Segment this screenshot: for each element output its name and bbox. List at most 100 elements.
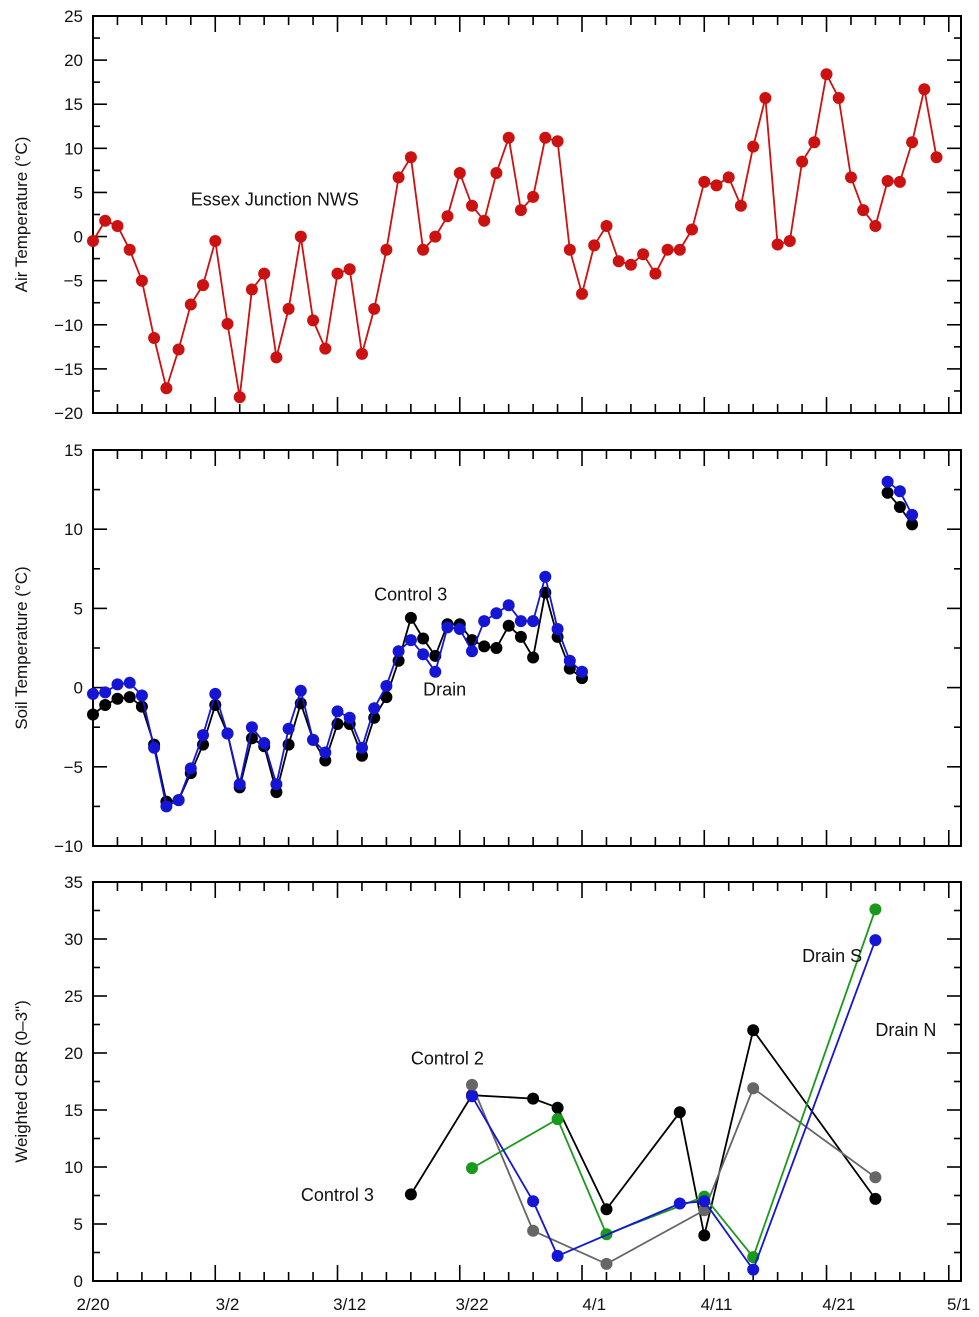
data-point [673,1197,686,1210]
y-tick-label: 25 [64,987,83,1006]
data-point [490,642,503,654]
data-point [563,654,576,667]
data-point [539,131,552,144]
data-point [270,778,283,791]
data-point [441,210,454,223]
panel-3: 0 5 10 15 20 25 30 35 2/20 3/2 3/12 3/22 4/1 4/11 4/21… [12,873,971,1314]
data-point [404,1188,417,1201]
data-point [87,687,99,700]
data-point [356,741,368,754]
data-point [148,741,161,754]
data-point [490,607,503,620]
data-point [649,267,662,280]
data-point [307,733,320,746]
data-point [245,732,258,745]
data-point [686,223,698,236]
x-tick-label: 4/1 [582,1295,606,1314]
data-point [747,1024,760,1037]
data-point [87,235,99,247]
data-point [184,298,197,311]
x-tick-label: 3/2 [216,1295,240,1314]
data-point [111,220,124,232]
x-tick-label: 3/12 [333,1295,366,1314]
data-point [172,343,185,356]
data-point [527,651,540,664]
data-point [869,1192,882,1205]
data-point [99,214,112,227]
data-point [869,220,882,232]
data-point [576,665,588,678]
data-point [600,1257,613,1270]
data-point [135,689,148,702]
data-point [294,230,307,243]
data-point [820,68,833,81]
data-point [893,175,906,188]
data-point [747,1263,760,1276]
y-axis-label: Soil Temperature (°C) [12,566,31,729]
data-point [429,230,442,243]
panel-2: −10 −5 0 5 10 15 Soil Temperature (°C) Control … [12,441,962,856]
y-tick-label: −10 [54,316,83,335]
data-point [221,317,234,330]
data-point [576,287,588,300]
series-drain [87,475,919,813]
data-point [380,680,393,692]
y-tick-label: −5 [64,272,83,291]
y-tick-label: 20 [64,1044,83,1063]
data-point [209,687,222,700]
data-point [478,615,491,628]
data-point [612,255,625,268]
data-point [637,248,650,261]
data-point [893,501,906,513]
data-point [624,258,637,271]
y-tick-label: 5 [74,183,83,202]
series-control-2 [466,1078,882,1270]
data-point [527,1195,540,1208]
data-point [563,243,576,256]
y-axis-label: Air Temperature (°C) [12,137,31,293]
x-tick-label: 3/22 [455,1295,488,1314]
data-point [233,391,246,404]
data-point [111,678,124,691]
data-point [661,243,674,256]
annotation-drain-s: Drain S [802,946,862,966]
data-point [514,630,527,643]
data-point [466,1162,478,1175]
data-point [404,634,417,647]
data-point [698,1229,711,1242]
data-point [869,903,882,916]
data-point [368,702,381,715]
data-point [331,705,344,718]
data-point [245,721,258,734]
series-line [471,1084,876,1265]
data-point [466,199,478,212]
data-point [258,737,271,749]
data-point [698,1195,711,1208]
series-line [471,939,877,1272]
x-tick-label: 5/1 [947,1295,971,1314]
data-point [930,151,943,164]
data-point [282,302,295,315]
y-tick-label: 15 [64,441,83,460]
data-point [832,92,845,104]
data-point [466,1090,478,1103]
data-point [551,135,564,148]
data-point [417,243,430,256]
series-line [92,71,938,398]
data-point [417,648,430,661]
data-point [881,486,894,499]
data-point [893,485,906,498]
y-tick-label: −15 [54,360,83,379]
y-tick-label: 25 [64,7,83,26]
data-point [527,1224,540,1237]
data-point [404,151,417,164]
y-tick-label: −10 [54,837,83,856]
data-point [123,691,136,704]
data-point [233,778,246,791]
y-tick-label: 15 [64,1101,83,1120]
data-point [502,619,515,632]
data-point [160,800,173,813]
y-tick-label: 10 [64,1158,83,1177]
data-point [319,342,332,355]
